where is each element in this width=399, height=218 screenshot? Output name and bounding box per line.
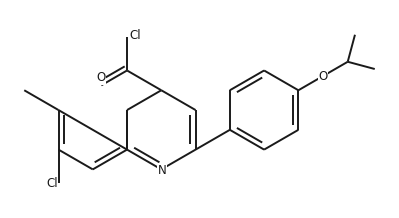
- Text: N: N: [158, 164, 167, 177]
- Text: O: O: [318, 70, 328, 83]
- Text: O: O: [97, 71, 106, 84]
- Text: Cl: Cl: [129, 29, 140, 43]
- Text: Cl: Cl: [46, 177, 57, 190]
